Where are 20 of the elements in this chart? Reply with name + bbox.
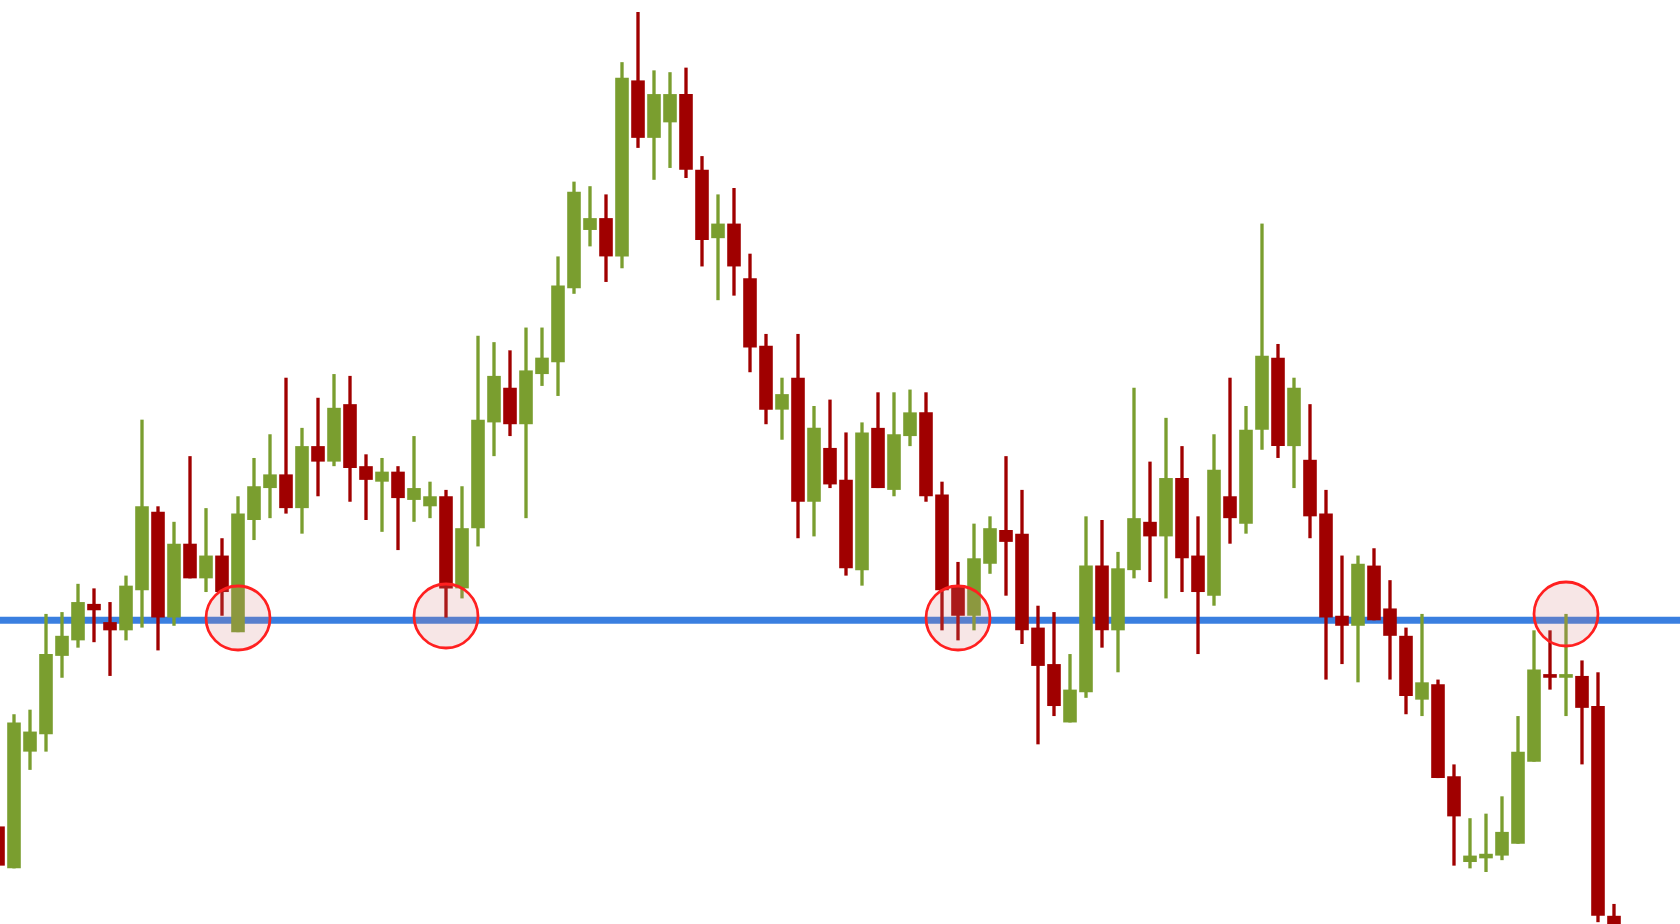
candlestick: [87, 586, 101, 644]
candlestick: [279, 376, 293, 516]
candlestick: [215, 536, 229, 618]
candlestick: [375, 456, 389, 534]
candlestick: [1543, 628, 1557, 692]
candlestick: [1607, 902, 1621, 924]
candlestick: [311, 396, 325, 498]
candlestick: [183, 454, 197, 581]
candlestick: [1559, 612, 1573, 718]
candlestick: [775, 376, 789, 442]
candlestick: [1143, 459, 1157, 584]
candlestick: [103, 600, 117, 678]
candlestick: [503, 348, 517, 438]
candlestick: [391, 464, 405, 552]
candlestick: [711, 192, 725, 302]
candlestick: [199, 506, 213, 594]
candlestick: [1223, 376, 1237, 546]
candlestick: [1415, 612, 1429, 718]
candlestick: [727, 186, 741, 298]
candlestick: [599, 192, 613, 284]
